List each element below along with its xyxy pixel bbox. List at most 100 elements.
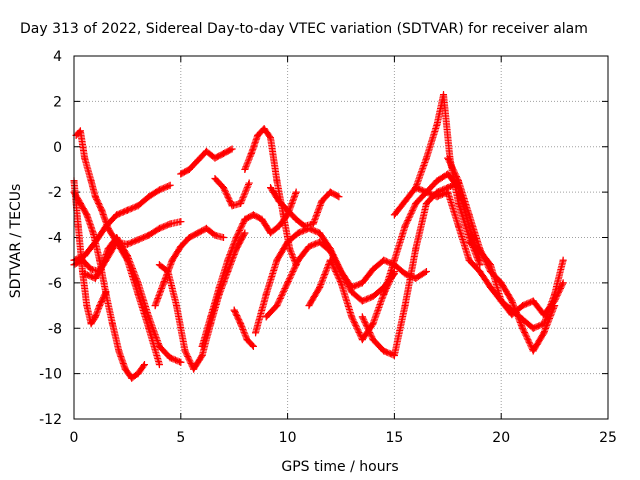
data-point — [254, 131, 262, 139]
data-point — [81, 270, 89, 278]
series-track-10 — [211, 175, 253, 210]
data-point — [91, 193, 99, 201]
data-point — [369, 320, 377, 328]
data-point — [83, 211, 91, 219]
data-point — [433, 120, 441, 128]
data-point — [540, 311, 548, 319]
data-point — [294, 256, 302, 264]
data-point — [177, 243, 185, 251]
x-tick-label: 0 — [70, 430, 79, 446]
data-point — [74, 222, 82, 230]
data-point — [301, 222, 309, 230]
data-point — [380, 256, 388, 264]
data-point — [108, 320, 116, 328]
series-track-8 — [155, 229, 249, 373]
data-point — [220, 234, 228, 241]
series-track-7 — [151, 224, 228, 310]
data-point — [401, 222, 409, 230]
data-point — [76, 199, 84, 207]
data-point — [316, 238, 324, 246]
plot-frame — [73, 55, 609, 420]
data-point — [444, 154, 452, 162]
y-tick-label: 0 — [53, 140, 62, 156]
data-point — [412, 199, 420, 207]
data-point — [220, 150, 228, 158]
chart-title: Day 313 of 2022, Sidereal Day-to-day VTE… — [20, 21, 588, 37]
data-point — [273, 302, 281, 310]
data-point — [115, 347, 123, 355]
data-point — [497, 297, 505, 305]
data-point — [91, 274, 99, 282]
data-point — [228, 202, 236, 210]
data-point — [207, 313, 215, 321]
data-point — [390, 351, 398, 359]
data-point — [76, 127, 84, 135]
data-point — [551, 297, 559, 305]
data-point — [87, 177, 95, 185]
data-point — [102, 256, 110, 264]
y-tick-label: -10 — [39, 367, 62, 383]
data-point — [305, 243, 313, 251]
data-point — [168, 256, 176, 264]
data-point — [273, 256, 281, 264]
data-point — [279, 211, 287, 219]
data-point — [348, 283, 356, 291]
y-tick-label: -8 — [48, 321, 62, 337]
data-point — [155, 361, 163, 369]
data-point — [529, 347, 537, 355]
series-markers — [198, 188, 300, 350]
data-point — [326, 247, 334, 255]
y-tick-label: -6 — [48, 276, 62, 292]
data-point — [335, 193, 343, 201]
data-point — [237, 320, 245, 328]
data-point — [166, 354, 174, 362]
data-point — [519, 324, 527, 332]
series-track-22 — [444, 154, 559, 355]
x-tick-label: 15 — [385, 430, 403, 446]
series-track-18 — [358, 179, 462, 359]
data-point — [440, 91, 448, 99]
data-point — [96, 302, 104, 310]
data-point — [454, 222, 462, 230]
data-point — [89, 229, 97, 237]
data-point — [134, 370, 142, 378]
data-point — [401, 270, 409, 278]
data-point — [173, 302, 181, 310]
data-point — [358, 297, 366, 305]
data-point — [160, 279, 168, 287]
data-point — [166, 220, 174, 228]
data-point — [155, 224, 163, 232]
data-point — [249, 211, 257, 219]
data-point — [230, 306, 238, 314]
data-point — [145, 231, 153, 239]
data-point — [166, 181, 174, 189]
data-point — [91, 313, 99, 321]
series-markers — [155, 229, 249, 373]
x-tick-label: 20 — [492, 430, 510, 446]
data-point — [476, 268, 484, 276]
y-axis-label: SDTVAR / TECUs — [8, 184, 24, 299]
y-tick-label: 2 — [53, 94, 62, 110]
data-point — [358, 279, 366, 287]
data-point — [519, 302, 527, 310]
data-point — [422, 188, 430, 196]
series-track-17 — [305, 256, 398, 344]
data-point — [98, 206, 106, 214]
data-point — [465, 256, 473, 264]
series-markers — [81, 238, 163, 369]
data-point — [401, 197, 409, 205]
series-track-23 — [465, 238, 567, 319]
data-point — [529, 324, 537, 332]
data-point — [444, 188, 452, 196]
data-point — [454, 199, 462, 207]
data-point — [422, 154, 430, 162]
data-point — [121, 365, 129, 373]
data-point — [559, 256, 567, 264]
data-point — [211, 175, 219, 183]
data-point — [198, 351, 206, 359]
data-point — [487, 261, 495, 269]
data-point — [211, 231, 219, 239]
data-point — [316, 283, 324, 291]
data-point — [81, 154, 89, 162]
